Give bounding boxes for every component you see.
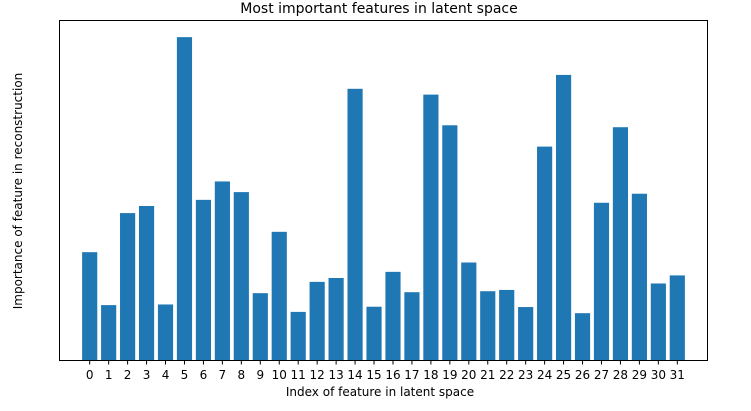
bar-4 <box>157 304 174 360</box>
bar-21 <box>480 291 496 360</box>
x-tick-label-31: 31 <box>670 368 685 382</box>
bar-2 <box>120 213 136 360</box>
x-tick-label-8: 8 <box>238 368 246 382</box>
x-tick-label-26: 26 <box>575 368 590 382</box>
x-tick-label-10: 10 <box>272 368 287 382</box>
bar-22 <box>499 289 515 360</box>
bar-11 <box>290 311 306 360</box>
x-tick-label-17: 17 <box>404 368 419 382</box>
bar-26 <box>574 313 591 360</box>
bar-23 <box>518 307 534 360</box>
x-tick-label-3: 3 <box>143 368 151 382</box>
bar-13 <box>328 277 344 360</box>
plot-frame <box>59 20 708 361</box>
x-tick-label-9: 9 <box>256 368 264 382</box>
bar-20 <box>461 262 477 360</box>
x-tick-label-25: 25 <box>556 368 571 382</box>
y-axis-label: Importance of feature in reconstruction <box>11 73 25 310</box>
x-tick-label-0: 0 <box>86 368 94 382</box>
x-tick-label-14: 14 <box>347 368 362 382</box>
bar-7 <box>214 181 230 360</box>
x-tick-label-24: 24 <box>537 368 552 382</box>
x-tick-label-23: 23 <box>518 368 533 382</box>
bar-19 <box>442 125 458 360</box>
x-tick-label-16: 16 <box>385 368 400 382</box>
bar-28 <box>612 127 629 360</box>
bar-30 <box>650 283 666 360</box>
x-tick-label-27: 27 <box>594 368 609 382</box>
x-tick-label-4: 4 <box>162 368 170 382</box>
bar-3 <box>138 206 155 360</box>
x-tick-label-15: 15 <box>366 368 381 382</box>
x-tick-label-19: 19 <box>442 368 457 382</box>
bar-0 <box>82 252 98 360</box>
x-tick-label-22: 22 <box>499 368 514 382</box>
bar-25 <box>555 74 572 361</box>
x-tick-label-2: 2 <box>124 368 132 382</box>
bar-16 <box>385 271 401 360</box>
bar-17 <box>404 292 420 360</box>
bar-27 <box>593 202 610 360</box>
bar-12 <box>309 281 325 360</box>
bar-18 <box>423 94 439 361</box>
x-tick-label-29: 29 <box>632 368 647 382</box>
x-tick-label-11: 11 <box>291 368 306 382</box>
x-tick-label-7: 7 <box>219 368 227 382</box>
bar-6 <box>195 199 211 360</box>
chart-title: Most important features in latent space <box>240 1 517 17</box>
x-tick-label-28: 28 <box>613 368 628 382</box>
bar-15 <box>366 306 382 360</box>
x-tick-label-21: 21 <box>480 368 495 382</box>
bars-layer <box>82 37 685 361</box>
x-axis-label: Index of feature in latent space <box>286 385 474 399</box>
bar-1 <box>101 305 117 360</box>
bar-9 <box>252 293 268 360</box>
bar-14 <box>347 88 363 361</box>
x-tick-label-30: 30 <box>651 368 666 382</box>
x-tick-label-5: 5 <box>181 368 189 382</box>
x-tick-label-13: 13 <box>328 368 343 382</box>
bar-5 <box>176 37 193 360</box>
x-tick-label-6: 6 <box>200 368 208 382</box>
x-tick-label-20: 20 <box>461 368 476 382</box>
bar-24 <box>537 146 553 360</box>
bar-10 <box>271 231 287 360</box>
x-tick-label-18: 18 <box>423 368 438 382</box>
x-tick-label-12: 12 <box>310 368 325 382</box>
x-ticks-layer: 0 1 2 3 4 5 6 7 8 9 10 11 12 13 14 15 16 17 18 19 20 21 22 23 24… <box>86 360 685 382</box>
bar-31 <box>669 275 685 360</box>
bar-29 <box>631 193 647 360</box>
bar-8 <box>233 192 249 360</box>
x-tick-label-1: 1 <box>105 368 113 382</box>
